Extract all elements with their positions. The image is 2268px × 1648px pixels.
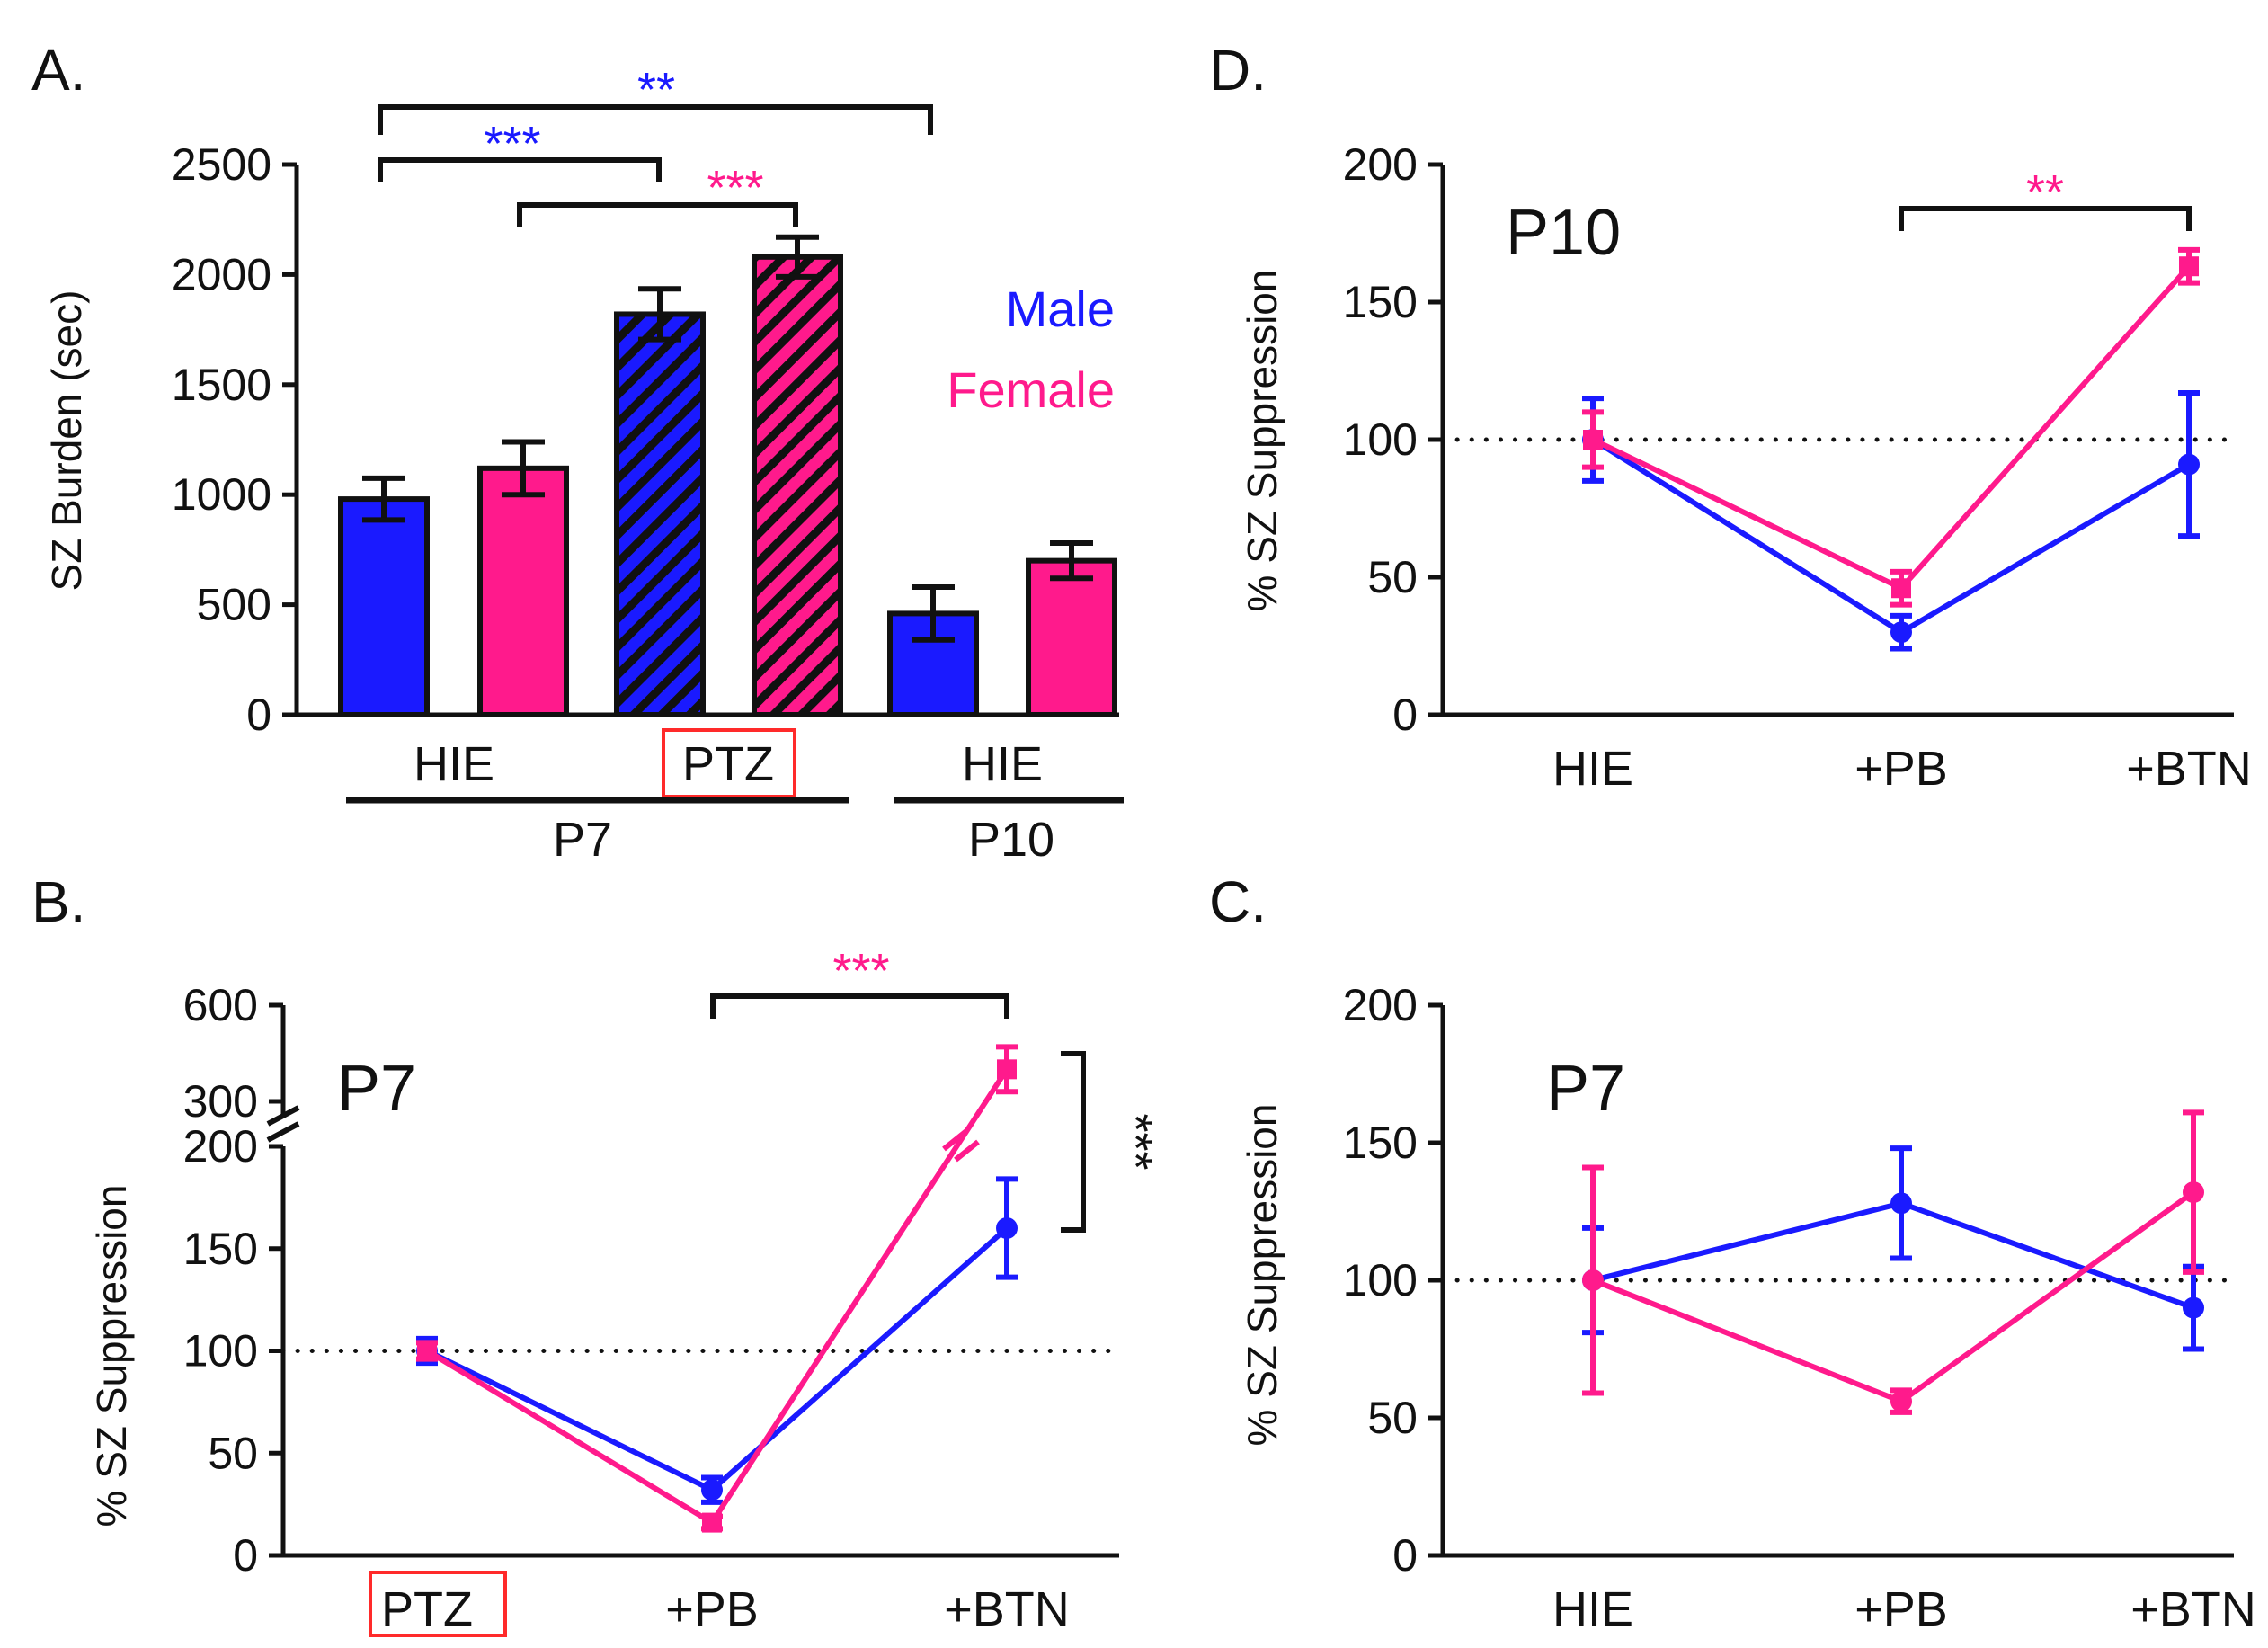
panel-b-y-axis-label: % SZ Suppression [88,1185,135,1528]
panel-b-label: B. [31,869,85,934]
panel-d-point-female [2179,256,2199,277]
panel-c-x-tick-label: HIE [1552,1582,1633,1636]
panel-c-y-tick-label: 50 [1367,1393,1418,1443]
panel-b-bracket-female [710,993,1009,1019]
panel-a-bracket-female-ptz [517,202,798,227]
panel-d-y-tick-label: 200 [1343,139,1418,190]
panel-c-y-axis-label: % SZ Suppression [1239,1104,1285,1447]
panel-b-point-female [702,1512,722,1533]
panel-a-bar-female-hie-p10 [1026,557,1117,718]
panel-b-line-female [425,1067,1009,1527]
panel-c-point-female [2183,1181,2204,1204]
panel-b-y-tick-label: 150 [183,1224,258,1274]
panel-a-bar-male-hie-p7 [338,496,430,718]
panel-b-y-tick-label: 200 [183,1121,258,1171]
panel-d-sig-female: ** [2026,165,2064,219]
panel-b-line-break-mark [942,1128,968,1152]
panel-c-point-female [1890,1390,1912,1412]
panel-a-y-axis-label: SZ Burden (sec) [43,290,90,592]
panel-a-label: A. [31,38,85,102]
panel-d-x-tick-label: +PB [1854,742,1948,796]
legend-male-label: Male [1006,281,1115,337]
panel-a-group-label: HIE [414,737,494,791]
panel-c-x-tick-label: +PB [1854,1582,1948,1636]
panel-c-y-tick-label: 200 [1343,980,1418,1030]
panel-b-point-male [996,1217,1018,1239]
panel-b-x-tick-label: +PB [665,1582,759,1636]
panel-a-bracket-male-p10 [378,104,933,135]
panel-a-bar-female-ptz-p7 [752,254,843,717]
panel-a-group-label: HIE [962,737,1043,791]
panel-b-axis-break-mark [266,1105,300,1127]
panel-a-bracket-male-ptz [378,157,662,182]
panel-a-y-tick-label: 2000 [172,249,271,299]
panel-d-y-tick-label: 100 [1343,414,1418,465]
panel-b-line-break-mark [954,1139,980,1163]
panel-b-x-tick-label: PTZ [381,1582,473,1636]
panel-b-point-female [417,1341,437,1361]
panel-c-point-female [1582,1269,1604,1291]
panel-d-y-axis-label: % SZ Suppression [1239,270,1285,612]
panel-b-y-tick-label: 300 [183,1076,258,1127]
panel-d-y-tick-label: 0 [1392,690,1418,740]
panel-a-y-tick-label: 1500 [172,360,271,410]
panel-d-label: D. [1209,38,1267,102]
panel-b-sig-female: *** [832,944,889,998]
panel-a-y-tick-label: 500 [197,580,271,630]
panel-c-point-male [1890,1192,1912,1215]
panel-d-inset-label: P10 [1506,197,1621,269]
panel-c-label: C. [1209,869,1267,934]
panel-a-bar-female-hie-p7 [477,465,569,717]
panel-d-y-tick-label: 150 [1343,277,1418,327]
panel-d-bracket-female [1899,206,2192,231]
panel-a-sig-male-p10: ** [637,63,675,117]
panel-b-point-female [997,1059,1017,1080]
panel-c-line-female [1591,1189,2195,1405]
panel-b-y-tick-label: 0 [233,1530,258,1581]
panel-c-x-tick-label: +BTN [2130,1582,2256,1636]
panel-c-y-tick-label: 100 [1343,1255,1418,1305]
panel-d-line-female [1591,264,2192,592]
panel-b-y-tick-label: 600 [183,980,258,1030]
panel-a-ptz-highlight-box [662,728,796,798]
panel-b-line-male [425,1225,1009,1493]
panel-b-axis-break-mark [266,1121,300,1143]
panel-d-point-male [2178,453,2200,476]
panel-a-y-tick-label: 1000 [172,469,271,520]
panel-d-x-tick-label: +BTN [2126,742,2252,796]
panel-b-point-male [701,1479,723,1501]
panel-b-bracket-sex [1061,1051,1086,1233]
panel-b-y-tick-label: 50 [208,1428,258,1478]
panel-c-point-male [2183,1296,2204,1319]
panel-a-age-label-p7: P7 [553,813,612,867]
panel-c-inset-label: P7 [1546,1053,1625,1125]
panel-a-sig-female-ptz: *** [707,161,763,215]
panel-b-inset-label: P7 [337,1053,416,1125]
panel-b-sig-sex: *** [1108,1113,1162,1170]
panel-d-point-male [1890,621,1912,644]
panel-a-y-tick-label: 0 [246,690,271,740]
panel-a-group-label: PTZ [682,737,774,791]
panel-a-y-tick-label: 2500 [172,139,271,190]
panel-c-y-tick-label: 150 [1343,1118,1418,1168]
panel-a-sig-male-ptz: *** [484,117,540,171]
panel-b-y-tick-label: 100 [183,1326,258,1376]
legend-female-label: Female [947,361,1115,418]
panel-d-point-female [1583,430,1603,450]
panel-b-x-tick-label: +BTN [944,1582,1070,1636]
panel-d-x-tick-label: HIE [1552,742,1633,796]
panel-d-point-female [1891,578,1911,599]
panel-a-bar-male-ptz-p7 [614,311,706,717]
panel-d-y-tick-label: 50 [1367,552,1418,602]
panel-c-y-tick-label: 0 [1392,1530,1418,1581]
panel-a-age-label-p10: P10 [968,813,1054,867]
panel-b-ptz-highlight-box [369,1571,507,1637]
